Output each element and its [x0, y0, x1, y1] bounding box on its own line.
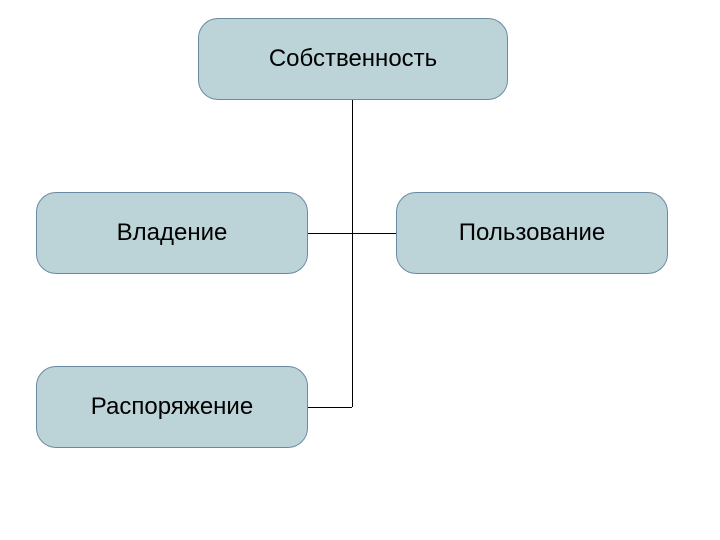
- connector-to-child3: [308, 407, 352, 408]
- node-root: Собственность: [198, 18, 508, 100]
- connector-to-child2: [353, 233, 396, 234]
- node-root-label: Собственность: [269, 45, 437, 73]
- node-child1: Владение: [36, 192, 308, 274]
- node-child3: Распоряжение: [36, 366, 308, 448]
- node-child1-label: Владение: [117, 219, 228, 247]
- connector-to-child1: [308, 233, 352, 234]
- node-child3-label: Распоряжение: [91, 393, 253, 421]
- node-child2-label: Пользование: [459, 219, 606, 247]
- node-child2: Пользование: [396, 192, 668, 274]
- connector-trunk: [352, 100, 353, 407]
